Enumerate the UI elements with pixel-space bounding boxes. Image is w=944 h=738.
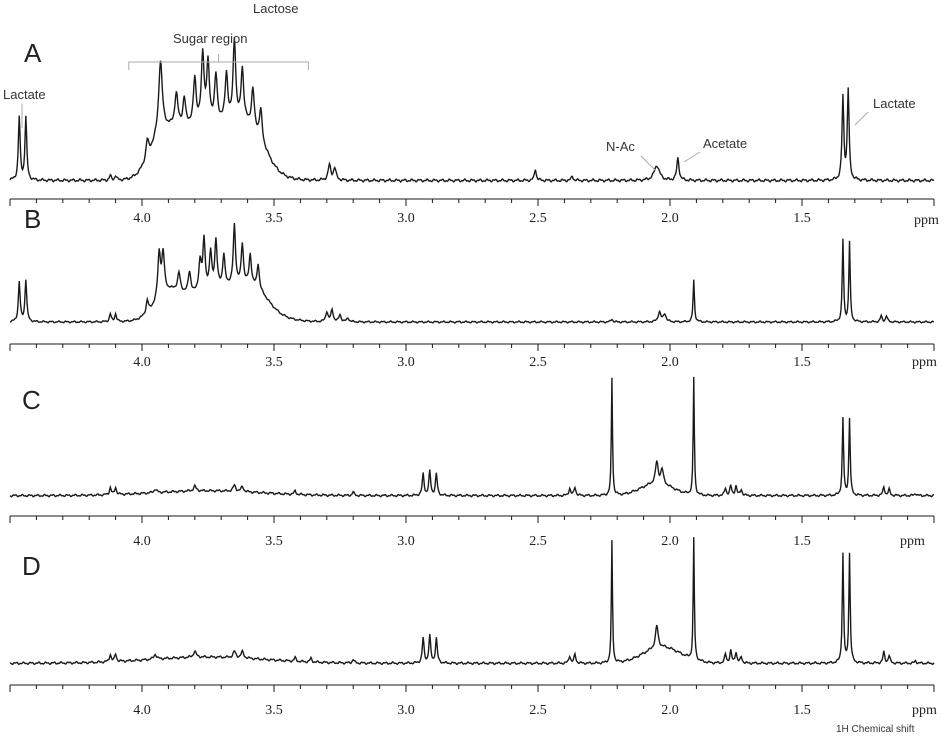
panel-b-label: B	[24, 204, 41, 234]
panel-c-tick-label: 3.5	[265, 534, 283, 549]
lactate-right-annotation: Lactate	[873, 96, 916, 111]
panel-c-tick-label: 2.0	[661, 534, 679, 549]
panel-d-label: D	[22, 551, 41, 581]
panel-b: B 4.0 3.5 3.0 2.5 2.0 1.5 ppm	[9, 204, 937, 370]
panel-b-tick-label: 4.0	[133, 355, 151, 370]
lactate-right-leader	[854, 111, 869, 126]
panel-d-tick-label: 3.5	[265, 703, 283, 718]
panel-d-tick-label: 2.5	[529, 703, 547, 718]
panel-c-tick-label: 2.5	[529, 534, 547, 549]
nac-annotation: N-Ac	[606, 139, 635, 154]
panel-a-tick-label: 3.5	[265, 211, 283, 226]
panel-b-tick-label: 2.0	[661, 355, 679, 370]
nac-leader	[640, 155, 656, 171]
sugar-region-annotation: Sugar region	[173, 31, 247, 46]
panel-b-spectrum	[9, 223, 935, 324]
panel-d: D 4.0 3.5 3.0 2.5 2.0 1.5 ppm 1H Chemical shi…	[9, 537, 937, 735]
panel-c-spectrum	[9, 376, 935, 498]
panel-c-tick-label: 4.0	[133, 534, 151, 549]
panel-c-label: C	[22, 385, 41, 415]
panel-d-tick-label: 2.0	[661, 703, 679, 718]
panel-a-tick-label: 2.5	[529, 211, 547, 226]
panel-d-ticks: 4.0 3.5 3.0 2.5 2.0 1.5	[9, 685, 935, 718]
panel-c-tick-label: 1.5	[793, 534, 811, 549]
panel-d-tick-label: 4.0	[133, 703, 151, 718]
panel-a-tick-label: 1.5	[793, 211, 811, 226]
x-axis-title: 1H Chemical shift	[836, 724, 915, 735]
panel-c-unit-label: ppm	[900, 534, 925, 549]
panel-c-tick-label: 3.0	[397, 534, 415, 549]
panel-a-spectrum	[9, 37, 935, 183]
panel-a-tick-label: 4.0	[133, 211, 151, 226]
panel-a-tick-label: 2.0	[661, 211, 679, 226]
acetate-leader	[683, 151, 701, 163]
panel-a-unit-label: ppm	[914, 213, 939, 228]
panel-a-tick-label: 3.0	[397, 211, 415, 226]
panel-c: C 4.0 3.5 3.0 2.5 2.0 1.5 ppm	[9, 376, 935, 549]
panel-d-spectrum	[9, 537, 935, 666]
panel-d-tick-label: 3.0	[397, 703, 415, 718]
panel-d-unit-label: ppm	[912, 703, 937, 718]
acetate-annotation: Acetate	[703, 136, 747, 151]
panel-a-label: A	[24, 38, 42, 68]
panel-c-ticks: 4.0 3.5 3.0 2.5 2.0 1.5	[9, 516, 935, 549]
lactate-left-annotation: Lactate	[3, 87, 46, 102]
panel-a-ticks: 4.0 3.5 3.0 2.5 2.0 1.5	[9, 199, 935, 226]
panel-b-tick-label: 3.0	[397, 355, 415, 370]
panel-b-tick-label: 2.5	[529, 355, 547, 370]
panel-b-tick-label: 3.5	[265, 355, 283, 370]
lactose-annotation: Lactose	[253, 1, 299, 16]
sugar-region-bracket	[128, 54, 309, 70]
panel-a: A 4.0 3.5 3.0 2.5 2.0 1.5 ppm Lactose Sugar r…	[3, 1, 939, 228]
panel-b-ticks: 4.0 3.5 3.0 2.5 2.0 1.5	[9, 344, 935, 370]
panel-d-tick-label: 1.5	[793, 703, 811, 718]
panel-b-unit-label: ppm	[912, 355, 937, 370]
panel-b-tick-label: 1.5	[793, 355, 811, 370]
